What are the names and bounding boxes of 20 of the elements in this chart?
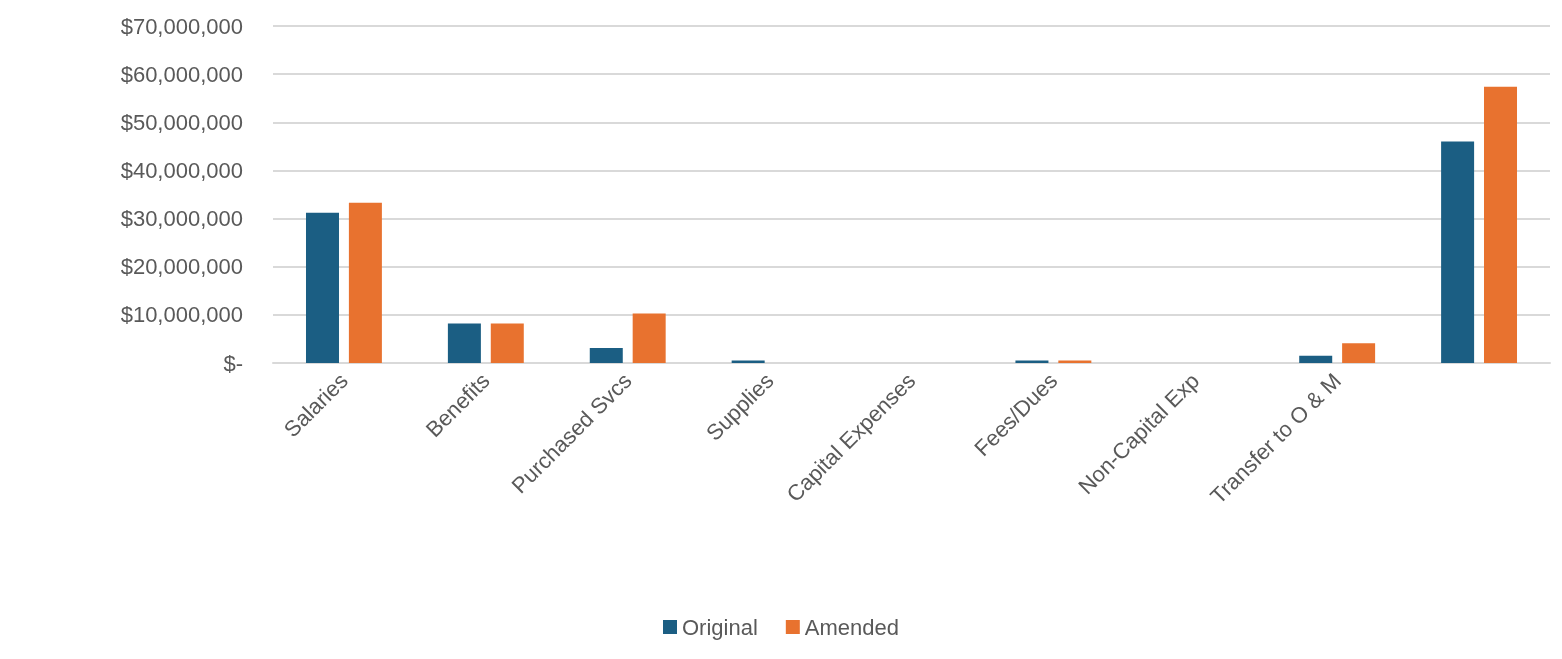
bar	[447, 323, 481, 363]
bar	[305, 212, 339, 363]
bar	[1484, 86, 1518, 363]
bar	[1299, 355, 1333, 363]
bar	[1342, 343, 1376, 363]
y-tick-label: $70,000,000	[120, 13, 243, 39]
y-tick-label: $10,000,000	[120, 302, 243, 328]
y-tick-label: $20,000,000	[120, 254, 243, 280]
bar	[490, 323, 524, 363]
bar	[589, 348, 623, 363]
y-tick-label: $50,000,000	[120, 109, 243, 135]
y-tick-label: $60,000,000	[120, 61, 243, 87]
y-tick-label: $40,000,000	[120, 157, 243, 183]
bar	[1441, 141, 1475, 363]
legend-label: Amended	[804, 614, 899, 640]
y-tick-label: $-	[223, 350, 243, 376]
legend-label: Original	[682, 614, 758, 640]
y-tick-label: $30,000,000	[120, 206, 243, 232]
bar	[348, 202, 382, 363]
bar	[632, 313, 666, 363]
